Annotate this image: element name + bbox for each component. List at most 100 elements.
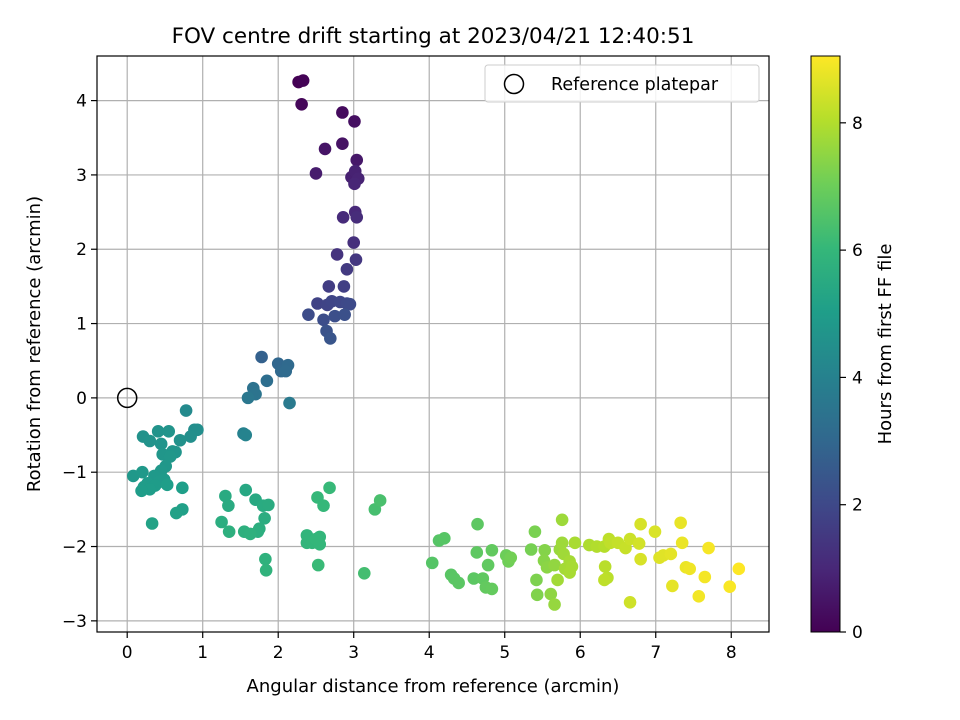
- data-point: [337, 280, 351, 293]
- colorbar-tick-label: 6: [852, 241, 863, 261]
- y-tick-label: 1: [76, 315, 87, 335]
- x-tick-label: 4: [424, 643, 435, 663]
- x-tick-label: 7: [650, 643, 661, 663]
- data-point: [504, 551, 518, 564]
- data-point: [255, 350, 268, 364]
- data-point: [259, 552, 272, 566]
- data-point: [349, 253, 363, 266]
- data-point: [336, 210, 350, 224]
- data-point: [258, 511, 271, 525]
- data-point: [524, 543, 538, 556]
- data-point: [184, 430, 197, 443]
- data-point: [623, 595, 637, 609]
- legend: Reference platepar: [484, 64, 760, 103]
- data-point: [336, 106, 349, 119]
- data-point: [219, 489, 232, 503]
- data-point: [348, 177, 361, 191]
- data-point: [222, 525, 236, 538]
- data-point: [309, 167, 323, 180]
- data-point: [555, 536, 569, 550]
- data-point: [262, 498, 275, 512]
- data-point: [452, 576, 465, 590]
- data-point: [675, 536, 689, 550]
- plot-frame: [96, 55, 770, 633]
- data-point: [259, 564, 273, 577]
- x-tick-label: 1: [197, 643, 208, 663]
- data-point: [732, 562, 746, 576]
- data-point: [302, 308, 315, 321]
- data-point: [163, 450, 177, 463]
- x-tick-label: 2: [273, 643, 284, 663]
- y-tick-label: 4: [76, 92, 87, 112]
- data-point: [311, 297, 324, 310]
- data-point: [347, 236, 361, 249]
- data-point: [176, 481, 189, 495]
- data-point: [340, 263, 354, 276]
- y-tick-label: −2: [62, 538, 87, 558]
- y-tick-label: 0: [76, 389, 87, 409]
- x-axis-label: Angular distance from reference (arcmin): [247, 676, 620, 697]
- data-point: [296, 74, 310, 87]
- y-tick-label: 2: [76, 240, 87, 260]
- data-point: [674, 516, 687, 530]
- data-point: [692, 590, 706, 603]
- data-point: [551, 573, 564, 587]
- data-point: [243, 527, 257, 541]
- y-tick-label: −3: [62, 612, 87, 632]
- data-point: [151, 425, 165, 438]
- data-point: [568, 536, 582, 550]
- data-point: [528, 525, 542, 538]
- data-point: [548, 598, 561, 611]
- data-point: [338, 308, 351, 321]
- data-point: [350, 210, 364, 224]
- colorbar: 0 2 4 6 8 Hours from first FF file: [810, 55, 896, 643]
- x-tick-label: 0: [122, 643, 133, 663]
- data-point: [173, 433, 187, 447]
- data-point: [634, 517, 647, 531]
- x-tick-label: 3: [348, 643, 359, 663]
- data-point: [328, 309, 342, 323]
- data-point: [162, 425, 176, 438]
- data-point: [702, 541, 715, 555]
- data-point: [470, 546, 484, 559]
- data-point: [664, 547, 678, 561]
- data-point: [698, 570, 712, 584]
- data-point: [317, 313, 330, 327]
- data-point: [683, 562, 697, 576]
- data-point: [279, 364, 293, 378]
- data-point: [538, 543, 552, 557]
- data-point: [330, 248, 344, 261]
- colorbar-ticks: 0 2 4 6 8: [840, 114, 863, 643]
- data-point: [318, 142, 332, 156]
- data-point: [634, 552, 647, 566]
- data-point: [348, 115, 361, 128]
- data-point: [295, 98, 308, 111]
- data-point: [485, 582, 499, 596]
- data-point: [632, 537, 646, 550]
- data-point: [666, 579, 679, 593]
- data-point: [530, 573, 543, 587]
- data-point: [723, 580, 737, 593]
- x-tick-label: 6: [575, 643, 586, 663]
- data-point: [481, 558, 495, 572]
- grid: [97, 56, 769, 632]
- y-tick-label: 3: [76, 166, 87, 186]
- data-point: [160, 478, 174, 492]
- x-tick-label: 5: [499, 643, 510, 663]
- legend-entry-reference-platepar: Reference platepar: [551, 75, 719, 95]
- y-tick-label: −1: [62, 463, 87, 483]
- data-point: [317, 499, 330, 512]
- data-point: [555, 513, 569, 527]
- chart-title: FOV centre drift starting at 2023/04/21 …: [172, 24, 695, 49]
- data-point: [544, 587, 558, 601]
- colorbar-tick-label: 4: [852, 368, 863, 388]
- data-point: [324, 332, 337, 345]
- data-point: [425, 556, 439, 570]
- data-point: [136, 465, 149, 479]
- y-axis-label: Rotation from reference (arcmin): [24, 196, 45, 492]
- data-point: [336, 137, 349, 151]
- data-point: [322, 280, 336, 293]
- data-point: [563, 566, 576, 579]
- x-axis-ticks: 0 1 2 3 4 5 6 7 8: [122, 632, 737, 663]
- data-point: [438, 532, 451, 545]
